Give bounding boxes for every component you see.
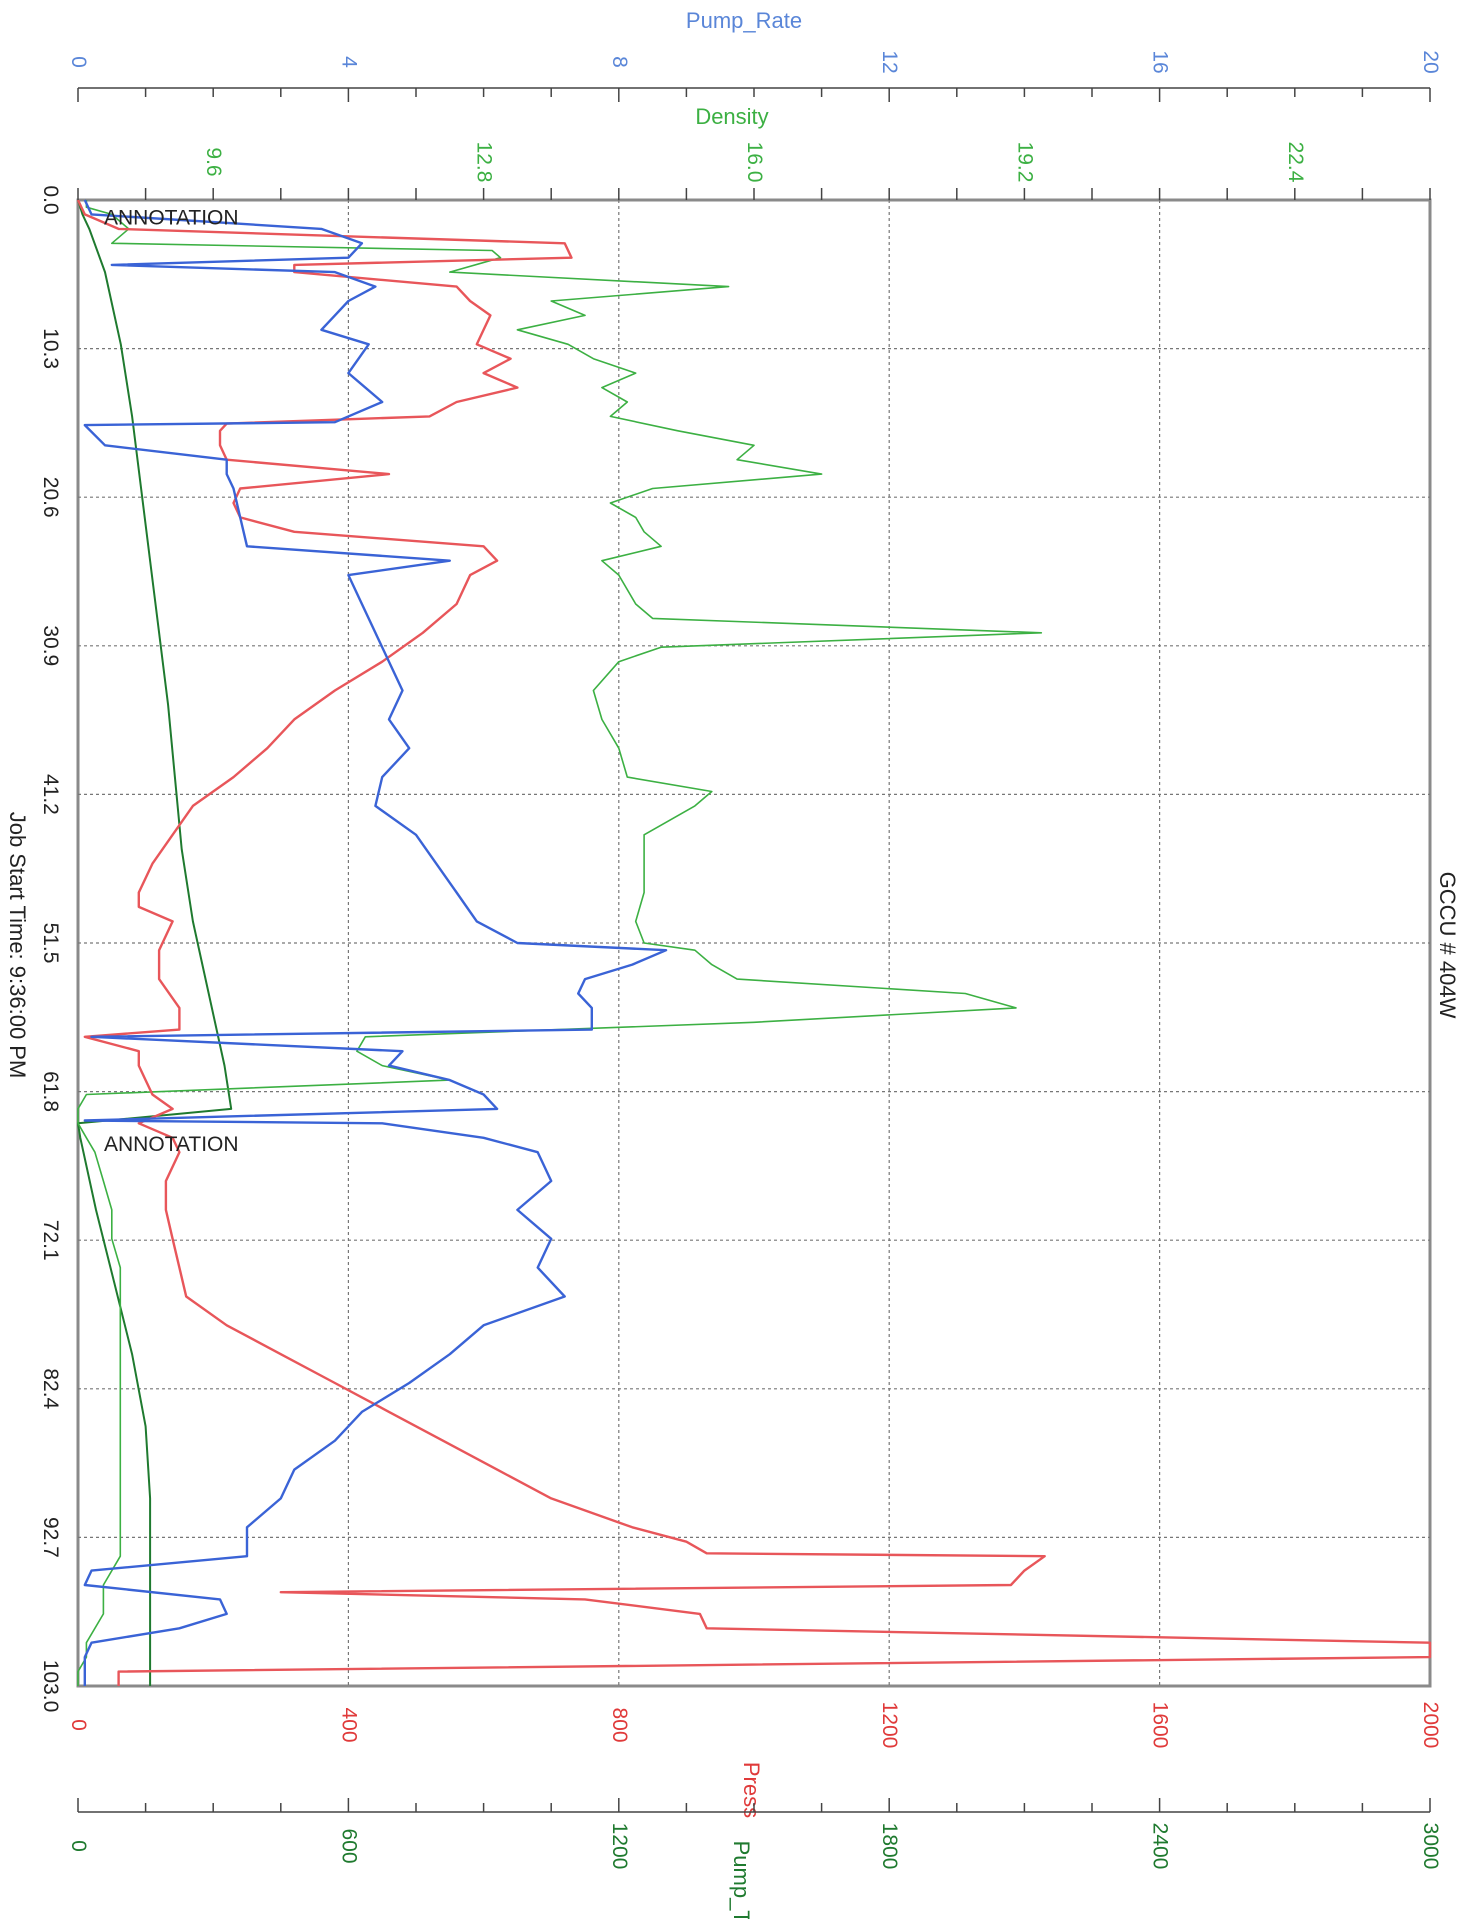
time-axis-label: Job Start Time: 9:36:00 PM [5, 812, 30, 1079]
press-tick-label: 400 [337, 1707, 360, 1742]
series-pump-ttl-line [77, 199, 233, 1686]
pump-rate-tick-label: 4 [337, 56, 360, 68]
time-tick-label: 61.8 [39, 1071, 62, 1112]
axes: 0.0 10.3 20.6 30.9 41.2 51.5 61.8 72.1 82.4 92.7 1… [39, 8, 1442, 1924]
pump-rate-axis-title: Pump_Rate [686, 8, 802, 33]
grid [78, 200, 1430, 1686]
pump-rate-tick-label: 20 [1419, 50, 1442, 73]
annotation-label: ANNOTATION [104, 207, 239, 230]
series-pump-rate-line [83, 199, 668, 1686]
pump-ttl-tick-label: 0 [67, 1840, 90, 1852]
time-tick-label: 41.2 [39, 774, 62, 815]
pump-rate-tick-label: 12 [878, 50, 901, 73]
pump-ttl-tick-label: 1200 [608, 1823, 631, 1870]
press-tick-label: 2000 [1419, 1702, 1442, 1749]
press-tick-label: 0 [67, 1719, 90, 1731]
pump-ttl-tick-label: 3000 [1419, 1823, 1442, 1870]
press-tick-label: 800 [608, 1707, 631, 1742]
press-axis-title: Press [739, 1762, 764, 1818]
press-tick-label: 1200 [878, 1702, 901, 1749]
time-tick-label: 103.0 [39, 1660, 62, 1713]
time-tick-label: 72.1 [39, 1220, 62, 1261]
time-tick-label: 51.5 [39, 923, 62, 964]
press-tick-label: 1600 [1149, 1702, 1172, 1749]
series-group [76, 199, 1432, 1686]
time-tick-label: 20.6 [39, 477, 62, 518]
pump-rate-tick-label: 0 [67, 56, 90, 68]
time-tick-label: 92.7 [39, 1517, 62, 1558]
density-axis-title: Density [695, 104, 768, 129]
density-tick-label: 12.8 [473, 142, 496, 183]
density-tick-label: 16.0 [743, 142, 766, 183]
pump-rate-tick-label: 8 [608, 56, 631, 68]
time-tick-label: 82.4 [39, 1368, 62, 1409]
chart-title: GCCU # 404W [1435, 872, 1460, 1019]
time-tick-label: 10.3 [39, 328, 62, 369]
pump-ttl-axis-title: Pump_TTL [729, 1841, 754, 1919]
plot-frame [76, 198, 1432, 1688]
density-tick-label: 9.6 [202, 147, 225, 176]
time-tick-label: 0.0 [39, 185, 62, 214]
pump-ttl-tick-label: 600 [337, 1828, 360, 1863]
pump-rate-tick-label: 16 [1149, 50, 1172, 73]
time-tick-label: 30.9 [39, 625, 62, 666]
density-tick-label: 19.2 [1013, 142, 1036, 183]
series-press-line [76, 199, 1432, 1686]
pump-ttl-tick-label: 1800 [878, 1823, 901, 1870]
density-tick-label: 22.4 [1284, 142, 1307, 183]
pump-ttl-tick-label: 2400 [1149, 1823, 1172, 1870]
series-density-line [77, 200, 1043, 1686]
annotations: ANNOTATION ANNOTATION [104, 207, 239, 1156]
annotation-label: ANNOTATION [104, 1133, 239, 1156]
